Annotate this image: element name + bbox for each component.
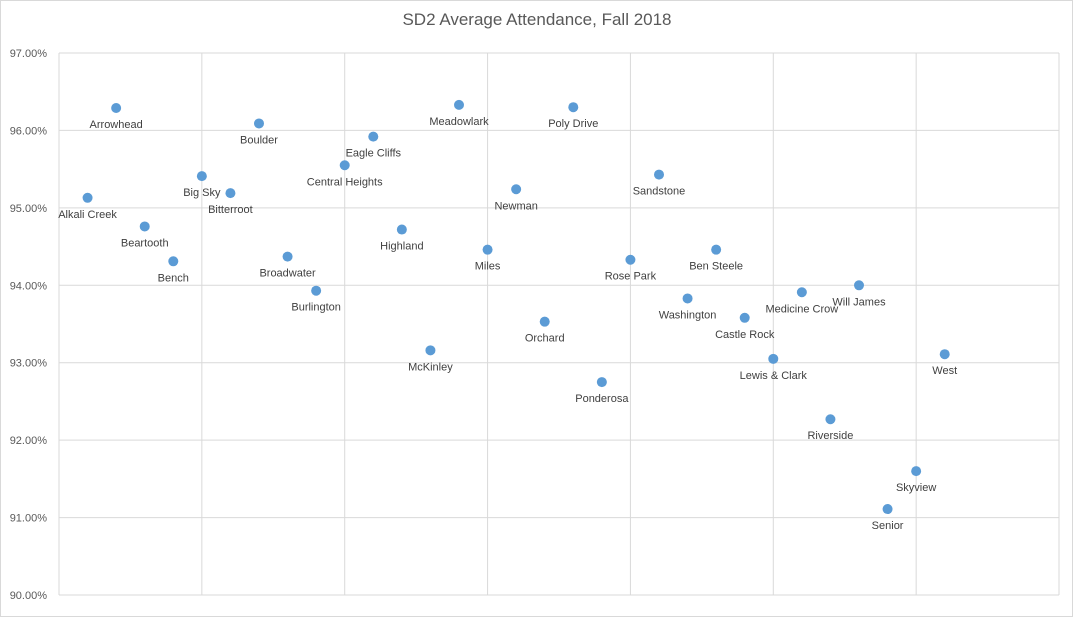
data-point: [482, 244, 493, 255]
data-point: [339, 160, 350, 171]
data-point: [82, 192, 93, 203]
data-point: [625, 254, 636, 265]
data-label: Bitterroot: [208, 204, 253, 216]
data-point: [539, 316, 550, 327]
data-label: Arrowhead: [90, 119, 143, 131]
data-label: Skyview: [896, 482, 936, 494]
data-label: Ponderosa: [575, 393, 629, 405]
data-point: [854, 280, 864, 291]
data-point: [168, 256, 179, 267]
data-label: Castle Rock: [715, 329, 775, 341]
y-tick-label: 96.00%: [10, 125, 48, 137]
data-point: [939, 349, 950, 360]
data-point: [282, 251, 293, 262]
data-point: [825, 414, 836, 425]
data-label: Highland: [380, 241, 423, 253]
data-label: Poly Drive: [548, 118, 598, 130]
data-label: West: [932, 365, 957, 377]
chart-title: SD2 Average Attendance, Fall 2018: [402, 10, 672, 29]
data-point: [682, 293, 693, 304]
data-point: [911, 466, 922, 477]
data-label: Medicine Crow: [765, 303, 838, 315]
data-point: [396, 224, 407, 235]
data-label: Riverside: [807, 430, 853, 442]
y-tick-label: 91.00%: [10, 513, 48, 525]
data-label: Beartooth: [121, 237, 169, 249]
y-tick-label: 97.00%: [10, 48, 48, 60]
y-tick-label: 93.00%: [10, 358, 48, 370]
data-point: [254, 118, 264, 129]
data-point: [511, 184, 522, 195]
data-label: Washington: [659, 309, 717, 321]
data-label: Miles: [475, 261, 501, 273]
data-label: Ben Steele: [689, 261, 743, 273]
data-point: [425, 345, 436, 356]
data-label: Broadwater: [259, 268, 316, 280]
data-point: [139, 221, 150, 232]
y-tick-label: 95.00%: [10, 203, 48, 215]
y-tick-label: 92.00%: [10, 435, 48, 447]
data-label: Eagle Cliffs: [346, 148, 402, 160]
data-label: Rose Park: [605, 271, 657, 283]
data-point: [768, 353, 779, 364]
data-point: [311, 285, 322, 296]
data-point: [454, 99, 464, 110]
y-tick-label: 94.00%: [10, 280, 48, 292]
data-label: Meadowlark: [429, 116, 489, 128]
data-label: Senior: [872, 520, 904, 532]
data-label: Will James: [832, 296, 886, 308]
data-point: [654, 169, 664, 180]
data-label: Newman: [494, 200, 537, 212]
data-label: Sandstone: [633, 186, 686, 198]
data-point: [882, 504, 893, 515]
y-tick-label: 90.00%: [10, 590, 48, 602]
data-point: [596, 377, 607, 388]
data-label: Boulder: [240, 134, 278, 146]
data-label: Lewis & Clark: [740, 370, 808, 382]
data-point: [739, 312, 750, 323]
data-point: [568, 102, 579, 113]
data-point: [796, 287, 807, 298]
data-point: [368, 131, 379, 142]
data-point: [111, 102, 122, 113]
data-point: [711, 244, 722, 255]
data-label: Central Heights: [307, 176, 383, 188]
data-label: Orchard: [525, 333, 565, 345]
data-label: Bench: [158, 272, 189, 284]
data-label: Alkali Creek: [58, 209, 117, 221]
data-label: Burlington: [291, 302, 341, 314]
data-point: [196, 171, 207, 182]
data-label: Big Sky: [183, 187, 221, 199]
data-point: [225, 188, 236, 199]
data-label: McKinley: [408, 361, 453, 373]
